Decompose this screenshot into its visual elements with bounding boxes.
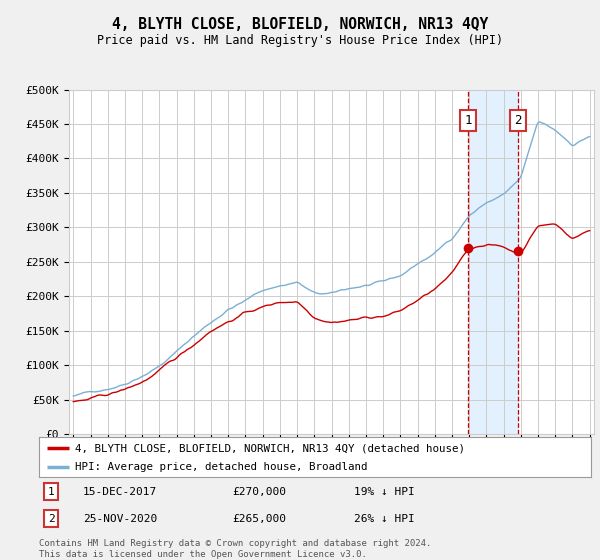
Text: 2: 2 [48, 514, 55, 524]
Text: 15-DEC-2017: 15-DEC-2017 [83, 487, 157, 497]
Text: £265,000: £265,000 [232, 514, 286, 524]
Text: HPI: Average price, detached house, Broadland: HPI: Average price, detached house, Broa… [75, 461, 367, 472]
Text: Contains HM Land Registry data © Crown copyright and database right 2024.
This d: Contains HM Land Registry data © Crown c… [39, 539, 431, 559]
Bar [468, 90, 518, 434]
Text: 25-NOV-2020: 25-NOV-2020 [83, 514, 157, 524]
Text: 4, BLYTH CLOSE, BLOFIELD, NORWICH, NR13 4QY (detached house): 4, BLYTH CLOSE, BLOFIELD, NORWICH, NR13 … [75, 443, 465, 453]
Text: 1: 1 [48, 487, 55, 497]
Text: Price paid vs. HM Land Registry's House Price Index (HPI): Price paid vs. HM Land Registry's House … [97, 34, 503, 46]
Text: 2: 2 [514, 114, 522, 127]
Text: 26% ↓ HPI: 26% ↓ HPI [353, 514, 415, 524]
Text: £270,000: £270,000 [232, 487, 286, 497]
Text: 19% ↓ HPI: 19% ↓ HPI [353, 487, 415, 497]
Text: 1: 1 [464, 114, 472, 127]
Text: 4, BLYTH CLOSE, BLOFIELD, NORWICH, NR13 4QY: 4, BLYTH CLOSE, BLOFIELD, NORWICH, NR13 … [112, 17, 488, 32]
